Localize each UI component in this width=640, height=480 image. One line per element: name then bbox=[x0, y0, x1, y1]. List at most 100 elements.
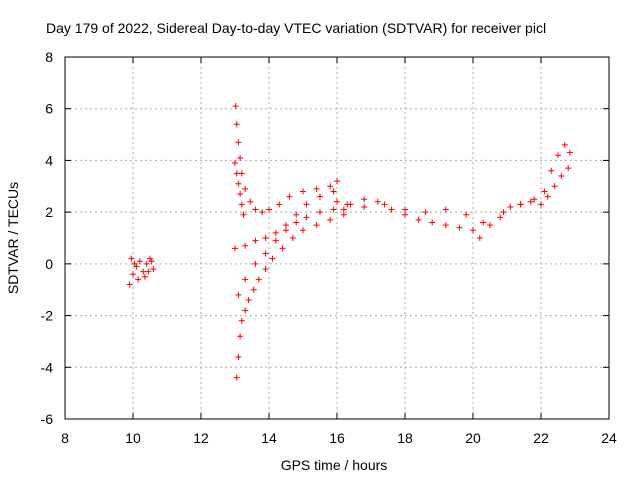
data-point bbox=[235, 353, 242, 360]
data-point bbox=[269, 255, 276, 262]
data-point bbox=[233, 121, 240, 128]
data-point bbox=[238, 201, 245, 208]
data-point bbox=[247, 198, 254, 205]
data-point bbox=[558, 172, 565, 179]
data-point bbox=[500, 209, 507, 216]
series-rise-mid bbox=[235, 201, 351, 298]
data-point bbox=[334, 198, 340, 205]
data-point bbox=[240, 211, 247, 218]
data-point bbox=[565, 165, 572, 172]
x-tick-label: 8 bbox=[61, 430, 69, 446]
chart-title: Day 179 of 2022, Sidereal Day-to-day VTE… bbox=[46, 20, 546, 36]
data-point bbox=[130, 271, 136, 278]
data-point bbox=[538, 201, 544, 208]
data-point bbox=[242, 185, 249, 192]
data-point bbox=[442, 222, 449, 229]
series-main-band bbox=[334, 165, 572, 241]
data-point bbox=[442, 206, 449, 213]
data-point bbox=[262, 235, 269, 241]
data-point bbox=[340, 211, 347, 218]
data-point bbox=[238, 170, 245, 177]
y-tick-label: 4 bbox=[45, 152, 53, 168]
data-point bbox=[548, 167, 555, 174]
x-tick-label: 20 bbox=[465, 430, 481, 446]
x-tick-label: 12 bbox=[193, 430, 209, 446]
data-point bbox=[136, 258, 143, 265]
data-point bbox=[272, 229, 279, 236]
data-point bbox=[150, 266, 157, 273]
y-tick-label: -6 bbox=[41, 411, 54, 427]
data-point bbox=[330, 206, 337, 213]
data-point bbox=[128, 255, 135, 262]
y-tick-label: -2 bbox=[41, 308, 54, 324]
data-point bbox=[235, 139, 242, 146]
data-point bbox=[250, 286, 257, 293]
x-tick-label: 22 bbox=[533, 430, 549, 446]
data-point bbox=[140, 268, 147, 275]
data-point bbox=[252, 260, 259, 267]
data-point bbox=[286, 193, 293, 200]
data-point bbox=[283, 222, 289, 229]
data-point bbox=[235, 180, 242, 187]
data-point bbox=[415, 216, 422, 223]
series-drop-from-6 bbox=[232, 103, 340, 216]
data-point bbox=[148, 258, 155, 265]
data-point bbox=[242, 276, 249, 283]
data-point bbox=[242, 242, 249, 249]
data-point bbox=[388, 206, 395, 213]
data-point bbox=[487, 222, 493, 229]
data-point bbox=[497, 214, 504, 221]
data-point bbox=[252, 237, 259, 244]
data-point bbox=[289, 235, 296, 241]
x-tick-label: 16 bbox=[329, 430, 345, 446]
data-point bbox=[566, 149, 573, 156]
series-upper-band bbox=[340, 141, 573, 226]
data-point bbox=[334, 178, 340, 185]
data-point bbox=[374, 198, 381, 205]
data-point bbox=[313, 222, 320, 229]
data-point bbox=[232, 103, 239, 110]
y-tick-label: 8 bbox=[45, 49, 53, 65]
data-point bbox=[313, 185, 320, 192]
data-point bbox=[262, 250, 269, 257]
series-short-trace bbox=[232, 160, 247, 218]
data-point bbox=[259, 209, 266, 216]
data-point bbox=[255, 276, 262, 283]
data-point bbox=[232, 160, 238, 167]
data-point bbox=[551, 183, 558, 190]
data-point bbox=[561, 141, 568, 148]
data-point bbox=[276, 201, 283, 208]
data-point bbox=[283, 227, 289, 234]
data-point bbox=[126, 281, 133, 288]
data-point bbox=[141, 273, 148, 280]
series-rise-from-minus4 bbox=[233, 211, 347, 381]
data-point bbox=[303, 201, 310, 208]
data-point bbox=[238, 317, 245, 324]
y-axis-label: SDTVAR / TECUs bbox=[5, 182, 21, 294]
data-point bbox=[145, 268, 152, 275]
data-point bbox=[279, 245, 286, 252]
data-point bbox=[463, 211, 470, 218]
data-point bbox=[470, 227, 476, 234]
x-tick-label: 10 bbox=[125, 430, 141, 446]
data-point bbox=[143, 260, 150, 267]
data-point bbox=[317, 209, 323, 216]
data-point bbox=[232, 245, 238, 252]
data-point bbox=[252, 206, 259, 213]
data-point bbox=[135, 276, 142, 283]
data-point bbox=[531, 196, 538, 203]
data-point bbox=[233, 374, 240, 381]
data-point bbox=[340, 206, 347, 213]
data-point bbox=[381, 201, 388, 208]
data-point bbox=[402, 206, 408, 213]
data-point bbox=[235, 291, 242, 298]
data-point bbox=[456, 224, 463, 231]
data-point bbox=[480, 219, 487, 226]
data-points bbox=[126, 103, 573, 381]
data-point bbox=[266, 206, 272, 213]
data-point bbox=[361, 203, 368, 210]
data-point bbox=[233, 170, 240, 177]
data-point bbox=[300, 188, 306, 195]
